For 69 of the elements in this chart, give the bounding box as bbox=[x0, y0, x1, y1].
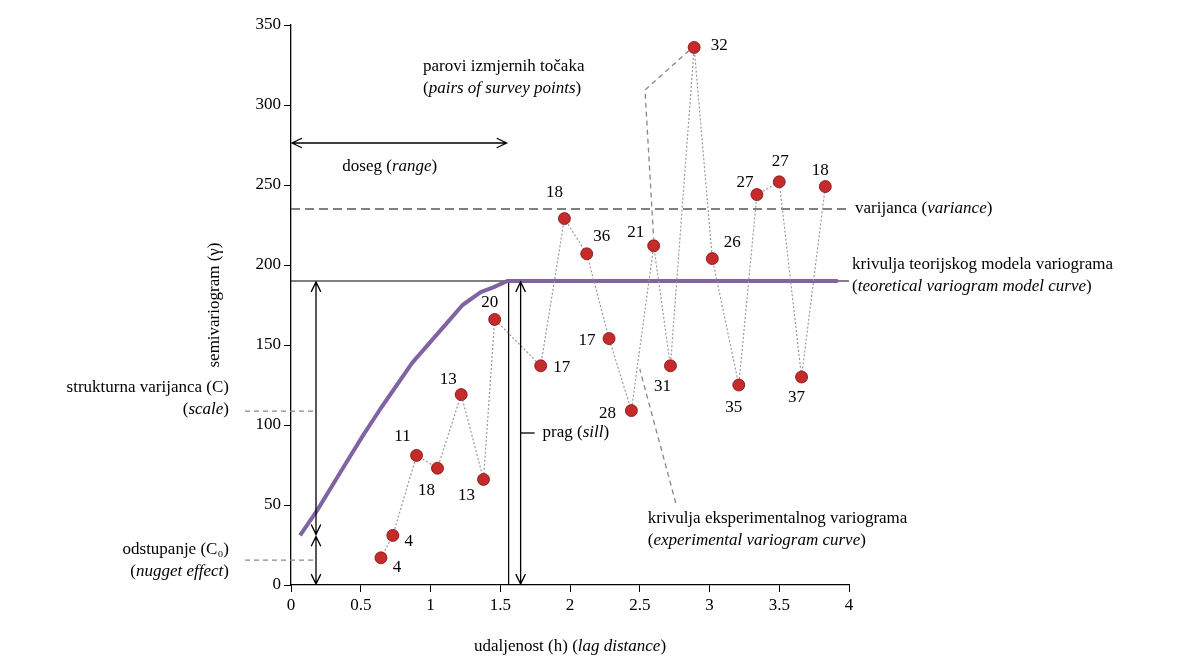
y-tick-label: 150 bbox=[255, 334, 281, 354]
x-tick-label: 2.5 bbox=[629, 594, 651, 614]
annotation: 11 bbox=[394, 425, 411, 445]
point bbox=[431, 461, 444, 475]
annotation: 21 bbox=[627, 222, 645, 242]
point bbox=[705, 252, 719, 265]
x-tick-label: 0.5 bbox=[350, 594, 372, 614]
series-label: krivulja teorijskog modela variograma (teoretical variogram model curve) bbox=[852, 254, 1114, 296]
point bbox=[558, 212, 571, 225]
annotation: 13 bbox=[439, 369, 457, 389]
annotation: 4 bbox=[392, 557, 402, 577]
annotation: 32 bbox=[710, 34, 728, 54]
point bbox=[488, 313, 502, 326]
y-tick-label: 0 bbox=[272, 574, 281, 594]
y-tick-label: 250 bbox=[255, 174, 281, 194]
point bbox=[750, 188, 764, 201]
y-tick-label: 350 bbox=[255, 14, 281, 34]
text: strukturna varijanca (C) (scale) bbox=[66, 376, 230, 418]
y-tick-label: 100 bbox=[255, 414, 281, 434]
annotation: 18 bbox=[417, 479, 435, 499]
annotation: 26 bbox=[723, 232, 741, 252]
annotation: 13 bbox=[458, 484, 476, 504]
point bbox=[602, 332, 616, 345]
annotation: parovi izmjernih točaka (pairs of survey points) bbox=[423, 56, 585, 98]
point bbox=[580, 247, 594, 261]
annotation: krivulja eksperimentalnog variograma (experimental variogram curve) bbox=[647, 508, 908, 550]
annotation: doseg (range) bbox=[342, 156, 438, 176]
x-axis-title: udaljenost (h) (lag distance) bbox=[473, 636, 667, 656]
annotation: 17 bbox=[578, 330, 597, 350]
point bbox=[795, 370, 808, 384]
x-tick-label: 4 bbox=[844, 594, 854, 614]
annotation: 4 bbox=[404, 530, 414, 550]
ref-line-label: varijanca (variance) bbox=[855, 198, 993, 218]
annotation: 18 bbox=[811, 160, 829, 180]
annotation: 31 bbox=[653, 376, 671, 396]
x-tick-label: 2 bbox=[565, 594, 575, 614]
point bbox=[687, 41, 701, 54]
point bbox=[410, 449, 423, 462]
x-tick-label: 3 bbox=[705, 594, 714, 614]
point bbox=[664, 359, 677, 373]
point bbox=[772, 175, 786, 189]
annotation: 27 bbox=[771, 151, 790, 171]
annotation: 17 bbox=[553, 357, 571, 377]
point bbox=[454, 388, 468, 401]
text: odstupanje (C₀) (nugget effect) bbox=[122, 538, 230, 580]
annotation: 35 bbox=[725, 397, 743, 417]
x-tick-label: 0 bbox=[286, 594, 296, 614]
x-tick-label: 1 bbox=[426, 594, 435, 614]
point bbox=[534, 359, 548, 373]
x-tick-label: 1.5 bbox=[489, 594, 511, 614]
point bbox=[647, 239, 661, 253]
point bbox=[624, 404, 638, 417]
annotation: 27 bbox=[736, 172, 754, 192]
annotation: 37 bbox=[788, 387, 806, 407]
point bbox=[732, 378, 746, 392]
point bbox=[386, 529, 400, 542]
annotation: 20 bbox=[481, 291, 499, 311]
annotation: 28 bbox=[598, 403, 616, 423]
x-tick-label: 3.5 bbox=[768, 594, 790, 614]
point bbox=[374, 551, 388, 565]
y-tick-label: 300 bbox=[255, 94, 281, 114]
y-axis-title: semivariogram (γ) bbox=[203, 242, 223, 368]
annotation: 36 bbox=[593, 226, 611, 246]
point bbox=[818, 180, 832, 193]
annotation: 18 bbox=[545, 182, 563, 202]
annotation: prag (sill) bbox=[542, 422, 610, 442]
y-tick-label: 50 bbox=[264, 494, 281, 514]
point bbox=[477, 473, 490, 486]
y-tick-label: 200 bbox=[255, 254, 281, 274]
